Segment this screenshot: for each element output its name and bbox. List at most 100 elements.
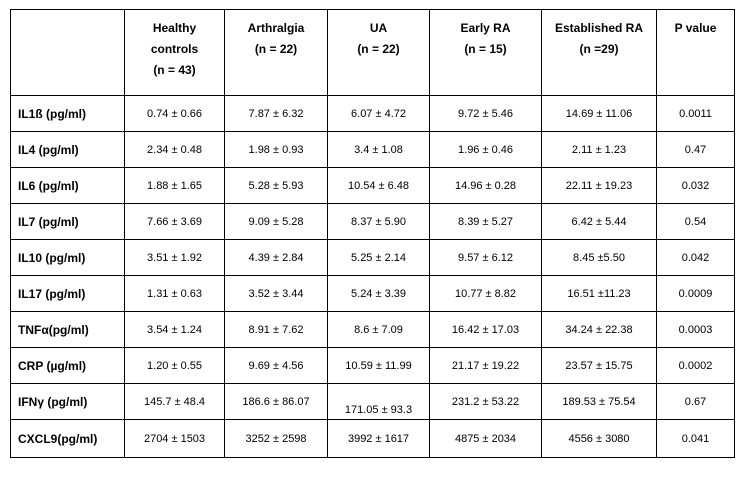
table-cell: 3992 ± 1617 [327,419,430,458]
row-label: IL1ß (pg/ml) [10,95,125,132]
header-line: (n = 22) [254,42,298,56]
table-cell: 1.96 ± 0.46 [429,131,542,168]
table-cell: 2.11 ± 1.23 [541,131,657,168]
row-label: IL6 (pg/ml) [10,167,125,204]
row-label: IFNγ (pg/ml) [10,383,125,420]
header-cell: P value [656,9,735,96]
table-cell: 9.69 ± 4.56 [224,347,328,384]
table-cell: 3.52 ± 3.44 [224,275,328,312]
table-cell: 0.042 [656,239,735,276]
header-row: Healthy controls (n = 43) Arthralgia (n = 22… [10,9,735,96]
table-cell: 10.54 ± 6.48 [327,167,430,204]
table-cell: 3.4 ± 1.08 [327,131,430,168]
row-label: IL7 (pg/ml) [10,203,125,240]
table-row: IL17 (pg/ml) 1.31 ± 0.63 3.52 ± 3.44 5.24 ±… [10,275,735,312]
table-cell: 4556 ± 3080 [541,419,657,458]
table-cell: 14.69 ± 11.06 [541,95,657,132]
header-cell: UA (n = 22) [327,9,430,96]
table-cell: 9.09 ± 5.28 [224,203,328,240]
row-label: TNFα(pg/ml) [10,311,125,348]
table-cell: 7.87 ± 6.32 [224,95,328,132]
table-cell: 3.51 ± 1.92 [124,239,225,276]
header-line: Early RA [460,21,511,35]
table-cell: 10.77 ± 8.82 [429,275,542,312]
table-body: IL1ß (pg/ml) 0.74 ± 0.66 7.87 ± 6.32 6.07 ±… [10,95,735,458]
table-cell: 8.91 ± 7.62 [224,311,328,348]
table-cell: 16.42 ± 17.03 [429,311,542,348]
header-cell: Early RA (n = 15) [429,9,542,96]
header-cell: Healthy controls (n = 43) [124,9,225,96]
table-cell: 34.24 ± 22.38 [541,311,657,348]
table-row: CRP (µg/ml) 1.20 ± 0.55 9.69 ± 4.56 10.59 ±… [10,347,735,384]
table-cell: 10.59 ± 11.99 [327,347,430,384]
table-cell: 0.041 [656,419,735,458]
table-row: IL6 (pg/ml) 1.88 ± 1.65 5.28 ± 5.93 10.54 ±… [10,167,735,204]
table-cell: 4.39 ± 2.84 [224,239,328,276]
table-cell: 7.66 ± 3.69 [124,203,225,240]
table-cell: 6.07 ± 4.72 [327,95,430,132]
header-cell-empty [10,9,125,96]
table-row: IL4 (pg/ml) 2.34 ± 0.48 1.98 ± 0.93 3.4 ± 1… [10,131,735,168]
table-cell: 0.47 [656,131,735,168]
table-cell: 22.11 ± 19.23 [541,167,657,204]
table-cell: 5.24 ± 3.39 [327,275,430,312]
header-line: controls [150,42,199,56]
row-label: IL10 (pg/ml) [10,239,125,276]
table-cell: 16.51 ±11.23 [541,275,657,312]
table-cell: 231.2 ± 53.22 [429,383,542,420]
header-line: Healthy [152,21,197,35]
table-row: IL1ß (pg/ml) 0.74 ± 0.66 7.87 ± 6.32 6.07 ±… [10,95,735,132]
table-cell: 9.72 ± 5.46 [429,95,542,132]
table-cell: 8.6 ± 7.09 [327,311,430,348]
table-cell: 171.05 ± 93.3 [327,383,430,420]
table-cell: 0.74 ± 0.66 [124,95,225,132]
row-label: IL4 (pg/ml) [10,131,125,168]
header-line: P value [674,21,717,35]
table-cell: 5.25 ± 2.14 [327,239,430,276]
table-cell: 9.57 ± 6.12 [429,239,542,276]
data-table: Healthy controls (n = 43) Arthralgia (n = 22… [10,9,735,458]
table-row: IL7 (pg/ml) 7.66 ± 3.69 9.09 ± 5.28 8.37 ± … [10,203,735,240]
table-cell: 0.0003 [656,311,735,348]
table-cell: 145.7 ± 48.4 [124,383,225,420]
table-cell: 14.96 ± 0.28 [429,167,542,204]
table-cell: 23.57 ± 15.75 [541,347,657,384]
header-cell: Arthralgia (n = 22) [224,9,328,96]
header-cell: Established RA (n =29) [541,9,657,96]
table-cell: 1.31 ± 0.63 [124,275,225,312]
table-row: TNFα(pg/ml) 3.54 ± 1.24 8.91 ± 7.62 8.6 ± 7… [10,311,735,348]
header-line: UA [369,21,388,35]
header-line: Established RA [554,21,644,35]
table-cell: 8.37 ± 5.90 [327,203,430,240]
table-cell: 0.032 [656,167,735,204]
table-cell: 8.45 ±5.50 [541,239,657,276]
table-cell: 0.0009 [656,275,735,312]
table-cell: 189.53 ± 75.54 [541,383,657,420]
table-cell: 3.54 ± 1.24 [124,311,225,348]
table-cell: 0.67 [656,383,735,420]
header-line: (n = 15) [464,42,507,56]
table-row: IFNγ (pg/ml) 145.7 ± 48.4 186.6 ± 86.07 171… [10,383,735,420]
table-row: IL10 (pg/ml) 3.51 ± 1.92 4.39 ± 2.84 5.25 ±… [10,239,735,276]
header-line: Arthralgia [247,21,305,35]
table-cell: 21.17 ± 19.22 [429,347,542,384]
table-cell: 3252 ± 2598 [224,419,328,458]
table-cell: 1.88 ± 1.65 [124,167,225,204]
table-cell: 0.0011 [656,95,735,132]
header-line: (n = 22) [357,42,400,56]
table-cell: 1.20 ± 0.55 [124,347,225,384]
row-label: IL17 (pg/ml) [10,275,125,312]
header-line: (n =29) [579,42,619,56]
table-cell: 1.98 ± 0.93 [224,131,328,168]
header-line: (n = 43) [153,63,196,77]
table-cell: 6.42 ± 5.44 [541,203,657,240]
row-label: CRP (µg/ml) [10,347,125,384]
table-row: CXCL9(pg/ml) 2704 ± 1503 3252 ± 2598 3992 ±… [10,419,735,458]
table-cell: 2704 ± 1503 [124,419,225,458]
table-cell: 4875 ± 2034 [429,419,542,458]
table-cell: 186.6 ± 86.07 [224,383,328,420]
table-cell: 5.28 ± 5.93 [224,167,328,204]
table-cell: 2.34 ± 0.48 [124,131,225,168]
table-cell: 0.54 [656,203,735,240]
row-label: CXCL9(pg/ml) [10,419,125,458]
